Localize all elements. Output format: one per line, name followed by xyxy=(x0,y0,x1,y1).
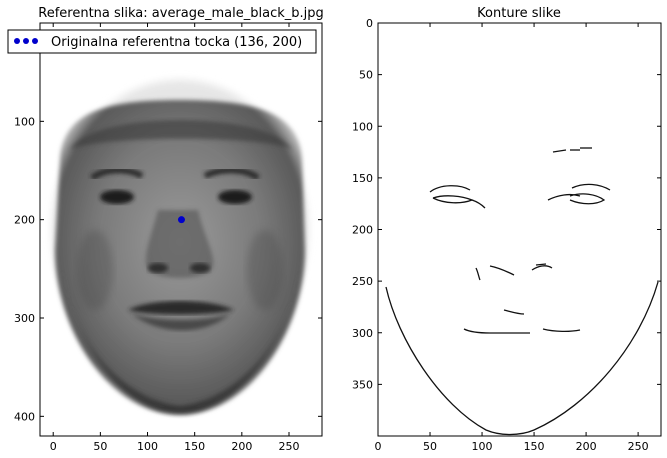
left-title: Referentna slika: average_male_black_b.j… xyxy=(38,6,324,21)
left-xtick-label-4: 200 xyxy=(231,440,252,453)
legend-marker-2 xyxy=(23,38,29,44)
right-ytick-label-0: 0 xyxy=(366,17,373,30)
left-xtick-label-2: 100 xyxy=(137,440,158,453)
contour-right-brow xyxy=(571,183,611,191)
right-ytick-label-3: 150 xyxy=(352,172,373,185)
contour-nose-right xyxy=(531,265,553,271)
contour-mouth-left xyxy=(463,328,530,334)
right-xtick-label-4: 200 xyxy=(576,440,597,453)
right-xtick-label-3: 150 xyxy=(524,440,545,453)
left-ytick-label-0: 100 xyxy=(14,115,35,128)
left-ytick-label-3: 400 xyxy=(14,410,35,423)
right-ytick-label-4: 200 xyxy=(352,224,373,237)
right-ytick-label-6: 300 xyxy=(352,327,373,340)
right-axes: Konture slike xyxy=(352,6,662,453)
left-ytick-label-2: 300 xyxy=(14,312,35,325)
contour-mouth-right xyxy=(542,328,581,333)
left-xtick-label-5: 250 xyxy=(278,440,299,453)
right-ticks: 0 50 100 150 200 250 0 50 100 150 200 250 300 350 xyxy=(352,17,661,453)
left-xtick-label-0: 0 xyxy=(50,440,57,453)
left-ytick-label-1: 200 xyxy=(14,214,35,227)
contour-left-brow xyxy=(429,185,471,193)
right-title: Konture slike xyxy=(477,6,561,21)
right-xtick-label-5: 250 xyxy=(628,440,649,453)
right-ytick-label-7: 350 xyxy=(352,378,373,391)
right-ytick-label-1: 50 xyxy=(359,69,373,82)
contour-image xyxy=(385,147,659,436)
legend-marker-1 xyxy=(14,38,20,44)
left-axes-frame xyxy=(39,22,323,437)
contour-nose-left xyxy=(475,267,481,281)
left-axes: Referentna slika: average_male_black_b.j… xyxy=(7,6,324,453)
face-image xyxy=(52,80,308,415)
legend-box xyxy=(7,29,317,54)
left-xtick-label-3: 150 xyxy=(184,440,205,453)
right-ytick-label-5: 250 xyxy=(352,275,373,288)
reference-point-marker xyxy=(177,216,185,224)
contour-face-outline xyxy=(385,281,659,436)
right-ytick-label-2: 100 xyxy=(352,120,373,133)
right-xtick-label-0: 0 xyxy=(375,440,382,453)
right-plot-area xyxy=(378,23,661,436)
legend: Originalna referentna tocka (136, 200) xyxy=(7,29,317,54)
contour-right-eye xyxy=(569,193,606,205)
legend-marker-3 xyxy=(32,38,38,44)
left-xtick-label-1: 50 xyxy=(93,440,107,453)
left-ticks: 0 50 100 150 200 250 100 200 300 400 xyxy=(14,23,322,453)
right-xtick-label-2: 100 xyxy=(472,440,493,453)
contour-upper-lip xyxy=(503,309,525,315)
right-xtick-label-1: 50 xyxy=(423,440,437,453)
legend-label: Originalna referentna tocka (136, 200) xyxy=(51,35,302,50)
